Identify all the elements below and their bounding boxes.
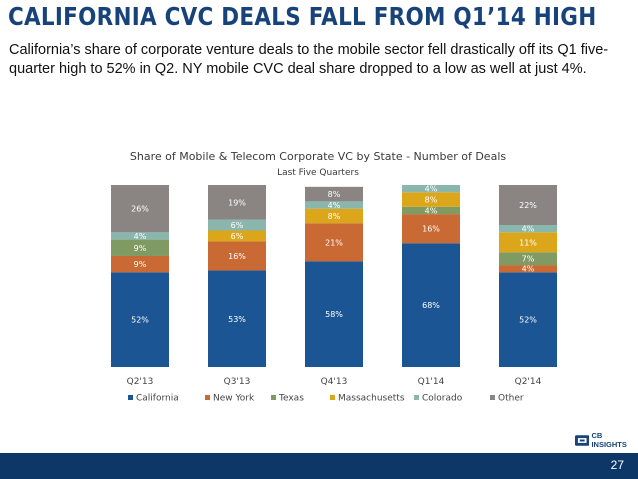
data-label: 21%: [325, 238, 343, 247]
data-label: 7%: [522, 255, 535, 264]
legend-label: California: [136, 394, 179, 404]
slide-title: CALIFORNIA CVC DEALS FALL FROM Q1’14 HIG…: [8, 2, 597, 31]
bar-segment-other: [305, 186, 363, 202]
bar-segment-california: [111, 272, 169, 367]
bar-segment-california: [305, 261, 363, 367]
bar-segment-california: [208, 270, 266, 367]
bar-segment-colorado: [208, 219, 266, 231]
data-label: 9%: [134, 244, 147, 253]
bar-segment-new-york: [208, 241, 266, 271]
bar-segment-other: [208, 185, 266, 220]
bar-segment-new-york: [305, 223, 363, 262]
data-label: 4%: [522, 265, 535, 274]
x-tick-label: Q4'13: [321, 377, 348, 387]
legend-swatch: [128, 395, 133, 400]
data-label: 8%: [328, 190, 341, 199]
x-tick-label: Q2'14: [515, 377, 542, 387]
data-label: 16%: [228, 252, 246, 261]
bar-segment-colorado: [111, 232, 169, 240]
legend-swatch: [330, 395, 335, 400]
footer-bar: 27: [0, 453, 638, 479]
legend-label: Massachusetts: [338, 394, 405, 404]
legend-label: New York: [213, 394, 255, 404]
page-number: 27: [610, 458, 624, 472]
x-tick-label: Q3'13: [224, 377, 251, 387]
data-label: 16%: [422, 225, 440, 234]
data-label: 4%: [328, 201, 341, 210]
data-label: 8%: [425, 196, 438, 205]
bar-segment-california: [402, 243, 460, 367]
bar-segment-new-york: [111, 255, 169, 273]
legend-swatch: [205, 395, 210, 400]
chart-title: Share of Mobile & Telecom Corporate VC b…: [130, 150, 506, 163]
data-label: 9%: [134, 260, 147, 269]
data-label: 8%: [328, 212, 341, 221]
data-label: 26%: [131, 205, 149, 214]
data-label: 11%: [519, 238, 537, 247]
legend-swatch: [414, 395, 419, 400]
bar-segment-colorado: [305, 201, 363, 209]
legend-label: Colorado: [422, 394, 463, 404]
legend-swatch: [490, 395, 495, 400]
x-tick-label: Q2'13: [127, 377, 154, 387]
x-tick-labels: Q2'13 Q3'13 Q4'13 Q1'14 Q2'14: [127, 377, 542, 387]
slide-subtitle: California’s share of corporate venture …: [9, 42, 609, 77]
bar-segment-new-york: [499, 265, 557, 273]
bar-segment-new-york: [402, 214, 460, 244]
data-label: 4%: [425, 206, 438, 215]
bar-segment-colorado: [402, 185, 460, 193]
legend-label: Other: [498, 394, 524, 404]
data-label: 58%: [325, 310, 343, 319]
bar-segment-california: [499, 272, 557, 367]
bar-segment-other: [499, 185, 557, 226]
data-label: 52%: [519, 316, 537, 325]
data-label: 4%: [522, 225, 535, 234]
cb-insights-logo: CB INSIGHTS: [575, 431, 638, 449]
data-label: 4%: [425, 185, 438, 194]
x-tick-label: Q1'14: [418, 377, 445, 387]
data-label: 19%: [228, 198, 246, 207]
data-label: 53%: [228, 315, 246, 324]
data-label: 22%: [519, 201, 537, 210]
bar-segment-other: [111, 185, 169, 233]
legend-swatch: [271, 395, 276, 400]
data-label: 6%: [231, 232, 244, 241]
data-label: 4%: [134, 232, 147, 241]
logo-text: CB INSIGHTS: [591, 431, 627, 449]
stacked-bar-chart: Share of Mobile & Telecom Corporate VC b…: [111, 150, 557, 404]
data-label: 68%: [422, 301, 440, 310]
bar-segment-massachusetts: [305, 208, 363, 224]
bar-segment-massachusetts: [499, 232, 557, 253]
legend: California New York Texas Massachusetts Colo…: [128, 394, 524, 404]
bars-group: 52%9%9%4%26%53%16%6%6%19%58%21%8%4%8%68%…: [111, 185, 557, 367]
legend-label: Texas: [278, 394, 304, 404]
bar-segment-texas: [402, 206, 460, 215]
bar-segment-massachusetts: [402, 192, 460, 207]
data-label: 52%: [131, 316, 149, 325]
cb-logo-icon: [575, 434, 590, 446]
bar-segment-texas: [111, 239, 169, 256]
bar-segment-texas: [499, 252, 557, 266]
bar-segment-colorado: [499, 225, 557, 233]
chart-subtitle: Last Five Quarters: [277, 168, 359, 178]
bar-segment-massachusetts: [208, 230, 266, 242]
data-label: 6%: [231, 221, 244, 230]
